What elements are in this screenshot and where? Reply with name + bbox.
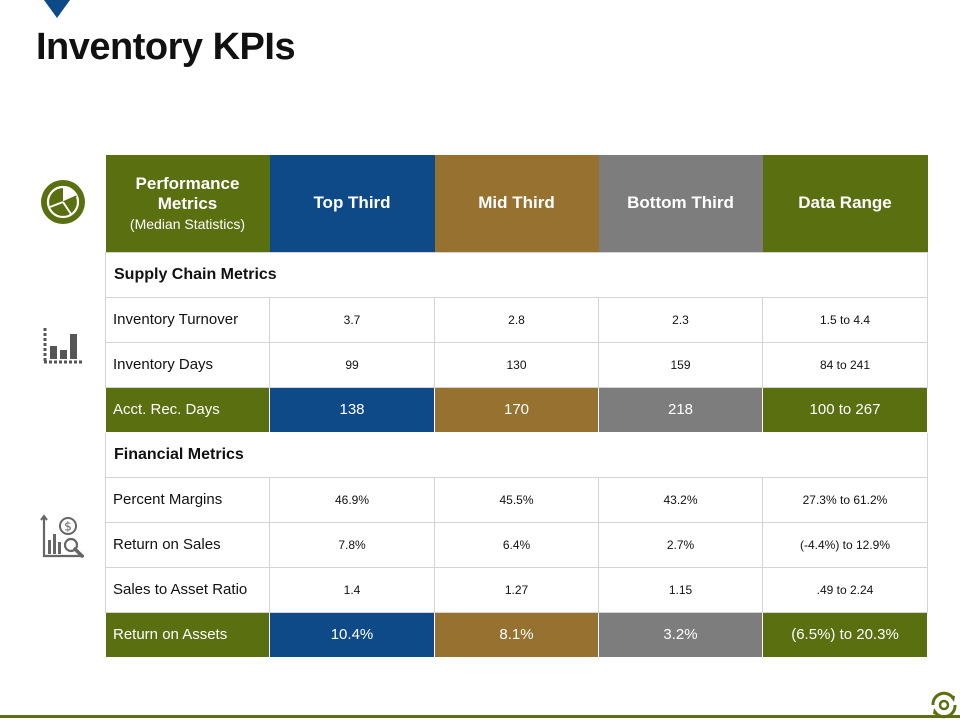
top-marker-triangle	[44, 0, 70, 18]
table-row: Inventory Turnover 3.7 2.8 2.3 1.5 to 4.…	[105, 296, 928, 343]
section-title: Supply Chain Metrics	[105, 251, 928, 298]
svg-text:$: $	[64, 520, 72, 534]
footer-divider	[0, 715, 960, 718]
row-label: Return on Assets	[105, 611, 270, 658]
row-label: Return on Sales	[105, 521, 270, 568]
inventory-kpi-table: Performance Metrics (Median Statistics) …	[105, 155, 928, 658]
row-label: Inventory Turnover	[105, 296, 270, 343]
cell-top-third: 10.4%	[269, 611, 435, 658]
table-row: Sales to Asset Ratio 1.4 1.27 1.15 .49 t…	[105, 566, 928, 613]
cell-bottom-third: 2.7%	[598, 521, 763, 568]
cell-data-range: 100 to 267	[762, 386, 928, 433]
cell-top-third: 99	[269, 341, 435, 388]
cell-top-third: 7.8%	[269, 521, 435, 568]
cell-mid-third: 45.5%	[434, 476, 599, 523]
cell-data-range: (6.5%) to 20.3%	[762, 611, 928, 658]
cell-mid-third: 8.1%	[434, 611, 599, 658]
page-title: Inventory KPIs	[36, 26, 296, 68]
section-row-supply-chain: Supply Chain Metrics	[105, 251, 928, 298]
section-title: Financial Metrics	[105, 431, 928, 478]
row-label: Inventory Days	[105, 341, 270, 388]
cell-bottom-third: 43.2%	[598, 476, 763, 523]
cell-top-third: 46.9%	[269, 476, 435, 523]
header-performance-metrics: Performance Metrics (Median Statistics)	[105, 155, 270, 252]
highlight-row: Acct. Rec. Days 138 170 218 100 to 267	[105, 386, 928, 433]
cell-bottom-third: 1.15	[598, 566, 763, 613]
highlight-row: Return on Assets 10.4% 8.1% 3.2% (6.5%) …	[105, 611, 928, 658]
row-label: Sales to Asset Ratio	[105, 566, 270, 613]
pie-chart-icon	[41, 180, 85, 224]
row-label: Acct. Rec. Days	[105, 386, 270, 433]
table-row: Return on Sales 7.8% 6.4% 2.7% (-4.4%) t…	[105, 521, 928, 568]
header-metrics-sub: (Median Statistics)	[129, 216, 246, 233]
cell-bottom-third: 159	[598, 341, 763, 388]
cell-data-range: 84 to 241	[762, 341, 928, 388]
row-label: Percent Margins	[105, 476, 270, 523]
header-mid-third: Mid Third	[434, 155, 599, 252]
table-row: Inventory Days 99 130 159 84 to 241	[105, 341, 928, 388]
cell-mid-third: 1.27	[434, 566, 599, 613]
cell-bottom-third: 2.3	[598, 296, 763, 343]
cell-mid-third: 6.4%	[434, 521, 599, 568]
table-row: Percent Margins 46.9% 45.5% 43.2% 27.3% …	[105, 476, 928, 523]
cell-top-third: 3.7	[269, 296, 435, 343]
header-data-range: Data Range	[762, 155, 928, 252]
cell-mid-third: 130	[434, 341, 599, 388]
cell-bottom-third: 218	[598, 386, 763, 433]
dollar-magnifier-chart-icon: $	[40, 514, 84, 558]
cell-data-range: (-4.4%) to 12.9%	[762, 521, 928, 568]
cell-bottom-third: 3.2%	[598, 611, 763, 658]
cell-top-third: 138	[269, 386, 435, 433]
section-row-financial: Financial Metrics	[105, 431, 928, 478]
cell-data-range: 1.5 to 4.4	[762, 296, 928, 343]
gear-arrows-icon	[931, 691, 957, 719]
cell-data-range: .49 to 2.24	[762, 566, 928, 613]
cell-data-range: 27.3% to 61.2%	[762, 476, 928, 523]
bar-chart-icon	[43, 328, 84, 364]
cell-mid-third: 170	[434, 386, 599, 433]
header-bottom-third: Bottom Third	[598, 155, 763, 252]
table-header-row: Performance Metrics (Median Statistics) …	[105, 155, 928, 252]
cell-mid-third: 2.8	[434, 296, 599, 343]
cell-top-third: 1.4	[269, 566, 435, 613]
header-top-third: Top Third	[269, 155, 435, 252]
header-metrics-label: Performance Metrics	[135, 174, 240, 214]
